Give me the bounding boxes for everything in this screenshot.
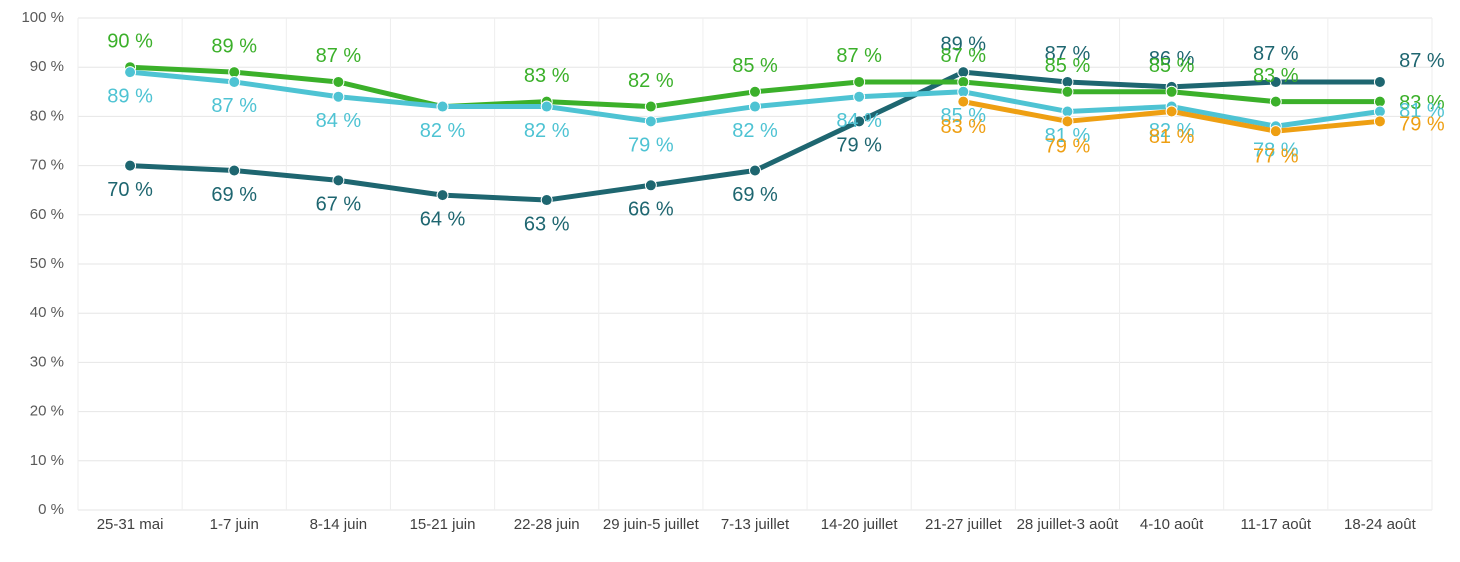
data-label: 87 % (1045, 43, 1091, 65)
data-label: 89 % (211, 35, 257, 57)
data-label: 69 % (732, 184, 778, 206)
data-label: 79 % (628, 135, 674, 157)
x-tick-label: 21-27 juillet (924, 516, 1002, 533)
x-tick-label: 25-31 mai (96, 516, 164, 533)
point (228, 75, 241, 88)
x-tick-label: 11-17 août (1240, 516, 1312, 533)
data-label: 87 % (1399, 50, 1445, 72)
x-tick-label: 1-7 juin (209, 516, 259, 533)
point (853, 90, 866, 103)
data-label: 84 % (316, 110, 362, 132)
data-label: 85 % (941, 105, 987, 127)
data-label: 83 % (524, 65, 570, 87)
y-tick-label: 30 % (30, 353, 64, 370)
data-label: 70 % (107, 179, 153, 201)
point (332, 90, 345, 103)
x-tick-label: 18-24 août (1344, 516, 1416, 533)
point (436, 189, 449, 202)
point (749, 164, 761, 177)
point (957, 95, 970, 108)
data-label: 82 % (628, 70, 674, 92)
point (1373, 75, 1386, 88)
point (1269, 95, 1282, 108)
data-label: 85 % (1149, 55, 1195, 77)
point (332, 174, 345, 187)
data-label: 81 % (1149, 126, 1195, 148)
y-tick-label: 40 % (30, 304, 64, 321)
data-label: 79 % (1399, 114, 1445, 136)
y-tick-label: 80 % (30, 107, 64, 124)
point (124, 159, 137, 172)
y-tick-label: 60 % (30, 206, 64, 223)
y-tick-label: 50 % (30, 255, 64, 272)
point (1061, 85, 1074, 98)
x-tick-label: 4-10 août (1139, 516, 1204, 533)
data-label: 87 % (1253, 43, 1299, 65)
data-label: 69 % (211, 184, 257, 206)
data-label: 84 % (836, 110, 882, 132)
data-label: 87 % (211, 95, 257, 117)
data-label: 85 % (1045, 55, 1091, 77)
point (124, 66, 137, 79)
point (749, 100, 761, 113)
point (644, 100, 657, 113)
data-label: 83 % (1399, 92, 1445, 114)
x-tick-label: 14-20 juillet (820, 516, 898, 533)
data-label: 87 % (836, 45, 882, 67)
x-tick-label: 8-14 juin (309, 516, 368, 533)
point (644, 179, 657, 192)
data-label: 79 % (1045, 136, 1091, 158)
data-label: 82 % (524, 120, 570, 142)
x-tick-label: 7-13 juillet (720, 516, 790, 533)
data-label: 90 % (107, 30, 153, 52)
data-label: 66 % (628, 199, 674, 221)
x-tick-label: 29 juin-5 juillet (602, 516, 699, 533)
y-tick-label: 10 % (30, 452, 64, 469)
point (540, 194, 553, 207)
data-label: 83 % (941, 116, 987, 138)
data-label: 87 % (316, 45, 362, 67)
point (644, 115, 657, 128)
point (1373, 115, 1386, 128)
data-label: 67 % (316, 194, 362, 216)
data-label: 83 % (1253, 65, 1299, 87)
data-label: 63 % (524, 213, 570, 235)
data-label: 64 % (420, 208, 466, 230)
point (1269, 75, 1282, 88)
point (853, 75, 866, 88)
point (1269, 125, 1282, 138)
x-tick-label: 28 juillet-3 août (1016, 516, 1119, 533)
point (1061, 115, 1074, 128)
y-tick-label: 90 % (30, 58, 64, 75)
point (749, 85, 761, 98)
data-label: 82 % (420, 120, 466, 142)
data-label: 87 % (941, 45, 987, 67)
x-tick-label: 15-21 juin (409, 516, 476, 533)
data-label: 86 % (1149, 48, 1195, 70)
y-tick-label: 100 % (21, 9, 64, 26)
point (1165, 105, 1178, 118)
data-label: 81 % (1045, 125, 1091, 147)
data-label: 81 % (1399, 100, 1445, 122)
x-tick-label: 22-28 juin (513, 516, 580, 533)
point (228, 164, 241, 177)
point (332, 75, 345, 88)
data-label: 82 % (1149, 120, 1195, 142)
data-label: 89 % (941, 33, 987, 55)
point (1165, 85, 1178, 98)
y-tick-label: 70 % (30, 157, 64, 174)
data-label: 77 % (1253, 145, 1299, 167)
data-label: 79 % (836, 135, 882, 157)
point (436, 100, 449, 113)
y-tick-label: 20 % (30, 403, 64, 420)
data-label: 85 % (732, 55, 778, 77)
y-tick-label: 0 % (38, 501, 64, 518)
point (540, 100, 553, 113)
data-label: 89 % (107, 85, 153, 107)
data-label: 78 % (1253, 140, 1299, 162)
data-label: 82 % (732, 120, 778, 142)
point (853, 115, 866, 128)
